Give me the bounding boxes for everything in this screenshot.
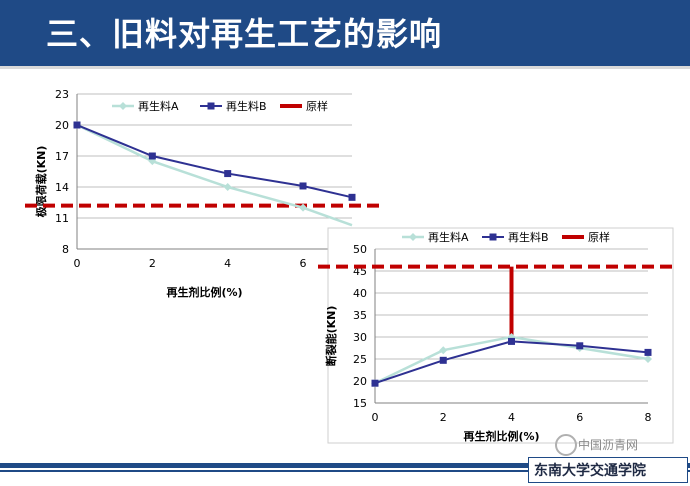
chart2-ytick-label: 30 — [353, 331, 367, 344]
chart2-series-b-point — [576, 342, 584, 350]
chart2-ytick-label: 40 — [353, 287, 367, 300]
chart2-legend-b-marker — [489, 233, 497, 241]
slide-header: 三、旧料对再生工艺的影响 — [0, 0, 690, 66]
chart1-legend-a-label: 再生料A — [138, 99, 179, 113]
chart1-series-b-point — [73, 121, 81, 129]
chart2-xtick-label: 2 — [440, 411, 447, 424]
chart2-xtick-label: 0 — [372, 411, 379, 424]
organization-box — [528, 457, 688, 483]
chart2-y-axis-label: 断裂能(KN) — [324, 306, 338, 367]
chart2-legend-original-label: 原样 — [588, 230, 610, 244]
chart1-legend-a-marker — [119, 102, 127, 110]
chart2-series-b-point — [644, 348, 652, 356]
chart1-xtick-label: 4 — [224, 257, 231, 270]
chart2-series-a-point — [644, 355, 652, 363]
chart1-series-b-point — [348, 193, 356, 201]
chart1-xtick-label: 2 — [149, 257, 156, 270]
chart2-legend-b-label: 再生料B — [508, 230, 549, 244]
footer-band — [0, 463, 690, 468]
organization-name: 东南大学交通学院 — [534, 463, 646, 479]
chart1-ytick-label: 8 — [62, 243, 69, 256]
chart1-series-a-point — [223, 183, 232, 191]
footer-band-thin — [0, 470, 690, 472]
chart2-series-b-point — [439, 356, 447, 364]
header-divider — [0, 66, 690, 69]
chart1-series-b-point — [299, 182, 307, 190]
chart2-x-axis-label: 再生剂比例(%) — [463, 429, 539, 443]
chart2-series-a-point — [439, 346, 448, 355]
chart2-ytick-label: 35 — [353, 309, 367, 322]
chart2-ytick-label: 50 — [353, 243, 367, 256]
chart1-y-axis-label: 极限荷载(KN) — [34, 146, 48, 218]
slide-title: 三、旧料对再生工艺的影响 — [46, 15, 443, 53]
chart1-legend-original-label: 原样 — [306, 99, 328, 113]
chart1-ytick-label: 23 — [55, 88, 69, 101]
chart1-ytick-label: 14 — [55, 181, 69, 194]
chart1-series-b-point — [148, 152, 156, 160]
chart1-ytick-label: 11 — [55, 212, 69, 225]
chart2-panel — [327, 227, 674, 444]
chart1-xtick-label: 6 — [300, 257, 307, 270]
watermark-text: 中国沥青网 — [578, 438, 639, 452]
chart1-legend-b-label: 再生料B — [226, 99, 267, 113]
chart2-ytick-label: 25 — [353, 353, 367, 366]
chart2-xtick-label: 4 — [508, 411, 515, 424]
chart2-legend-a-label: 再生料A — [428, 230, 469, 244]
chart2-xtick-label: 6 — [576, 411, 583, 424]
chart2-ytick-label: 15 — [353, 397, 367, 410]
chart1-xtick-label: 0 — [74, 257, 81, 270]
chart2-series-b-point — [371, 379, 379, 387]
chart1-x-axis-label: 再生剂比例(%) — [166, 285, 242, 299]
chart2-legend-a-marker — [409, 233, 417, 241]
chart1-ytick-label: 17 — [55, 150, 69, 163]
chart1-series-a-point — [299, 203, 308, 212]
chart2-ytick-label: 20 — [353, 375, 367, 388]
chart1-legend-b-marker — [207, 102, 215, 110]
chart2-series-b-point — [508, 337, 515, 345]
chart2-xtick-label: 8 — [645, 411, 652, 424]
chart1-ytick-label: 20 — [55, 119, 69, 132]
chart1-series-b-point — [224, 170, 232, 178]
watermark-logo-icon — [555, 434, 577, 456]
